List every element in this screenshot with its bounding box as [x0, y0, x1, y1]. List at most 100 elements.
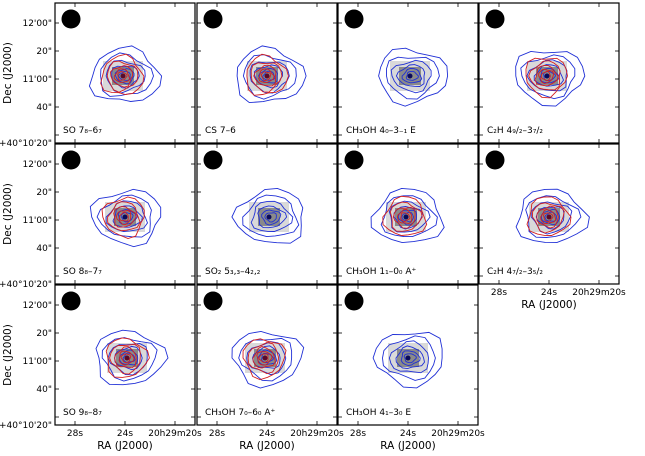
x-axis-label: RA (J2000)	[239, 440, 294, 452]
blue-contour	[388, 200, 431, 233]
red-contour	[110, 65, 133, 88]
blue-contour	[520, 54, 576, 100]
red-contour	[242, 338, 287, 381]
red-contour	[389, 201, 423, 232]
red-contour	[382, 195, 428, 236]
red-contour	[253, 64, 277, 87]
ra-tick-label: 20h29m20s	[290, 429, 344, 439]
blue-contour	[526, 59, 568, 92]
blue-contour	[231, 187, 304, 244]
blue-contour	[246, 341, 287, 376]
emission-peak	[124, 355, 130, 361]
transition-label: SO₂ 5₃,₃–4₂,₂	[205, 267, 261, 277]
blue-contour	[249, 61, 290, 94]
red-contour	[258, 68, 275, 83]
y-axis-label: Dec (J2000)	[2, 324, 14, 386]
blue-contour	[100, 52, 154, 97]
transition-label: CH₃OH 4₁–3₀ E	[346, 408, 411, 418]
blue-contour	[261, 209, 282, 226]
beam-marker	[344, 9, 364, 29]
dec-tick-label: 40"	[36, 103, 52, 113]
blue-contour	[258, 67, 278, 84]
beam-marker	[203, 9, 223, 29]
x-axis-label: RA (J2000)	[521, 299, 576, 311]
emission-peak	[403, 214, 409, 220]
dec-tick-label: 11'00"	[22, 357, 52, 367]
blue-contour	[378, 47, 449, 107]
dec-tick-label: 12'00"	[22, 160, 52, 170]
dec-tick-label: 11'00"	[22, 216, 52, 226]
blue-contour	[533, 64, 565, 87]
blue-contour	[372, 331, 443, 389]
panel-ch3oh-40-3-1: CH₃OH 4₀–3₋₁ E	[337, 2, 479, 144]
ra-tick-label: 20h29m20s	[572, 288, 626, 298]
red-contour	[246, 53, 289, 96]
ra-tick-label: 24s	[541, 288, 557, 298]
dec-tick-label: +40°10'20"	[0, 280, 52, 290]
dec-tick-label: +40°10'20"	[0, 421, 52, 431]
panel-so2-533-422: SO₂ 5₃,₃–4₂,₂	[196, 143, 338, 285]
blue-contour	[393, 205, 424, 230]
red-contour	[113, 68, 131, 83]
dec-tick-label: 20"	[36, 188, 52, 198]
panel-c2h-49-37: C₂H 4₉/₂–3₇/₂	[478, 2, 620, 144]
blue-contour	[525, 195, 582, 238]
panel-so-78-67: SO 7₈–6₇ 12'00" 20" 11'00" 40" +40°10'20" Dec …	[0, 2, 196, 149]
beam-marker	[61, 9, 81, 29]
red-contour	[113, 206, 137, 228]
red-contour	[528, 60, 561, 91]
dec-tick-label: 20"	[36, 329, 52, 339]
blue-contour	[386, 56, 440, 100]
transition-label: SO 7₈–6₇	[63, 126, 102, 136]
red-contour	[115, 210, 132, 225]
emission-peak	[120, 73, 126, 79]
red-contour	[536, 205, 559, 229]
emission-peak	[407, 73, 413, 79]
red-contour	[120, 353, 132, 363]
red-contour	[252, 346, 276, 369]
blue-contour	[400, 350, 421, 366]
red-contour	[538, 68, 555, 84]
red-contour	[543, 212, 554, 222]
blue-contour	[89, 188, 162, 248]
red-contour	[400, 212, 411, 222]
ra-tick-label: 28s	[67, 429, 83, 439]
blue-contour	[250, 200, 294, 232]
blue-contour	[88, 45, 163, 102]
red-contour	[114, 346, 137, 369]
blue-contour	[253, 64, 283, 89]
beam-marker	[485, 150, 505, 170]
y-axis-label: Dec (J2000)	[2, 42, 14, 104]
dec-tick-label: 12'00"	[22, 301, 52, 311]
emission-peak	[266, 214, 272, 220]
emission-peak	[262, 355, 268, 361]
blue-contour	[395, 64, 426, 87]
blue-contour	[382, 335, 436, 381]
blue-contour	[101, 337, 158, 382]
ra-tick-label: 24s	[400, 429, 416, 439]
transition-label: CH₃OH 1₁–0₀ A⁺	[346, 267, 417, 277]
red-contour	[105, 337, 150, 378]
blue-contour	[539, 68, 560, 84]
blue-contour	[95, 329, 169, 386]
blue-contour	[105, 200, 149, 232]
beam-marker	[485, 9, 505, 29]
red-contour	[101, 196, 145, 239]
red-contour	[260, 71, 272, 82]
blue-contour	[395, 345, 425, 370]
transition-label: SO 8₈–7₇	[63, 267, 102, 277]
blue-contour	[515, 50, 586, 107]
red-contour	[525, 57, 568, 99]
blue-contour	[380, 195, 438, 238]
y-axis-label: Dec (J2000)	[2, 183, 14, 245]
blue-contour	[264, 212, 277, 223]
red-contour	[118, 350, 135, 366]
x-axis-label: RA (J2000)	[97, 440, 152, 452]
red-contour	[107, 201, 141, 232]
blue-contour	[405, 70, 419, 81]
red-contour	[258, 353, 269, 363]
ra-tick-label: 28s	[491, 288, 507, 298]
